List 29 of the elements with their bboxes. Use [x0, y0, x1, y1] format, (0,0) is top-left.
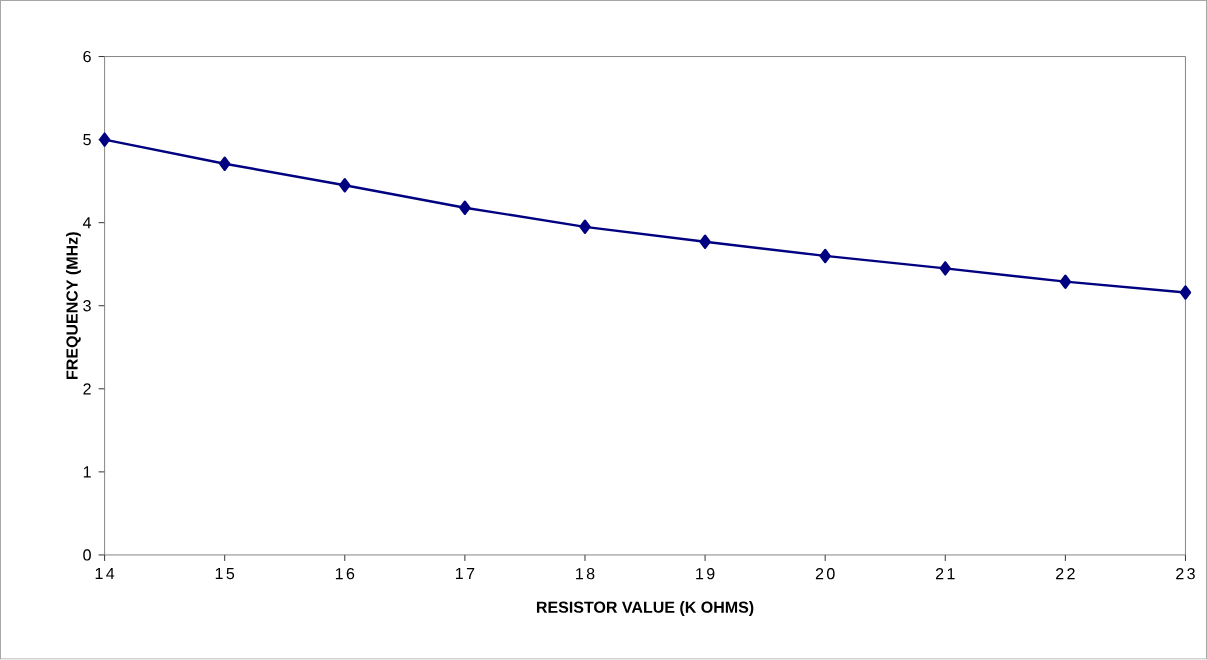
- point: [98, 132, 111, 148]
- x-tick-label: 14: [95, 568, 115, 580]
- y-axis-title: FREQUENCY (MHz): [65, 232, 81, 380]
- x-tick-label: 22: [1056, 568, 1075, 580]
- point: [579, 219, 591, 235]
- y-tick-label: 2: [83, 383, 91, 395]
- y-tick-label: 1: [83, 466, 91, 478]
- x-tick-label: 20: [815, 568, 835, 580]
- point: [939, 261, 951, 276]
- x-tick-label: 23: [1176, 568, 1195, 580]
- y-tick-label: 0: [83, 549, 91, 561]
- point: [1179, 285, 1192, 300]
- point: [1059, 274, 1072, 290]
- point: [459, 200, 471, 216]
- point: [699, 234, 711, 250]
- x-tick-label: 21: [935, 568, 955, 580]
- point: [819, 248, 831, 264]
- y-tick-label: 3: [83, 300, 91, 312]
- point: [339, 178, 351, 193]
- x-tick-label: 19: [696, 568, 715, 580]
- x-tick-label: 17: [456, 568, 475, 580]
- x-tick-label: 16: [335, 568, 355, 580]
- point: [218, 156, 231, 172]
- x-tick-label: 15: [215, 568, 235, 580]
- y-tick-label: 6: [83, 51, 91, 63]
- x-axis-title: RESISTOR VALUE (K OHMS): [536, 601, 754, 617]
- x-tick-label: 18: [576, 568, 595, 580]
- y-tick-label: 5: [83, 134, 91, 146]
- y-tick-label: 4: [82, 217, 92, 229]
